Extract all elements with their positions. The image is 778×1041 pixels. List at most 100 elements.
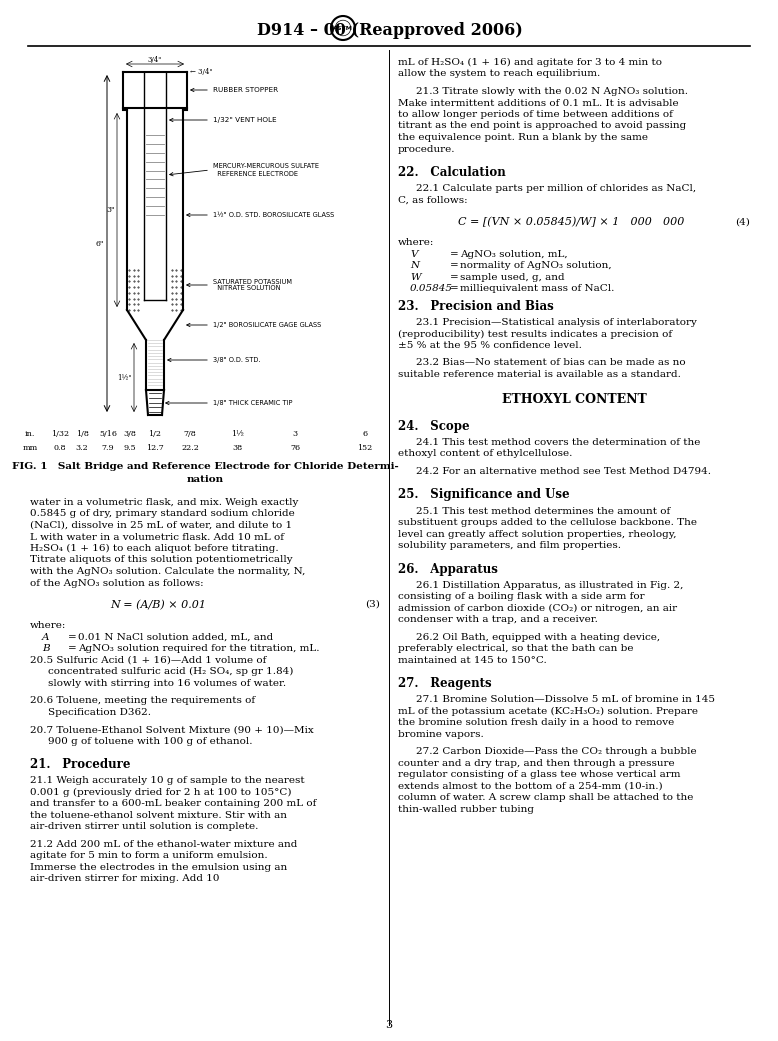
Text: 21.1 Weigh accurately 10 g of sample to the nearest: 21.1 Weigh accurately 10 g of sample to …	[30, 777, 305, 785]
Text: 5/16: 5/16	[99, 430, 117, 438]
Text: and transfer to a 600-mL beaker containing 200 mL of: and transfer to a 600-mL beaker containi…	[30, 799, 317, 809]
Text: 38: 38	[232, 445, 242, 452]
Text: C, as follows:: C, as follows:	[398, 196, 468, 205]
Text: concentrated sulfuric acid (H₂ SO₄, sp gr 1.84): concentrated sulfuric acid (H₂ SO₄, sp g…	[48, 667, 293, 677]
Text: 1/2: 1/2	[149, 430, 162, 438]
Text: MERCURY-MERCUROUS SULFATE
  REFERENCE ELECTRODE: MERCURY-MERCUROUS SULFATE REFERENCE ELEC…	[213, 163, 319, 177]
Text: 24.1 This test method covers the determination of the: 24.1 This test method covers the determi…	[416, 438, 700, 447]
Text: 22.1 Calculate parts per million of chlorides as NaCl,: 22.1 Calculate parts per million of chlo…	[416, 184, 696, 193]
Text: 21. Procedure: 21. Procedure	[30, 758, 131, 771]
Text: with the AgNO₃ solution. Calculate the normality, N,: with the AgNO₃ solution. Calculate the n…	[30, 567, 306, 576]
Text: where:: where:	[30, 621, 66, 630]
Text: 3/8: 3/8	[124, 430, 136, 438]
Text: 1½": 1½"	[117, 374, 132, 381]
Text: =: =	[68, 633, 77, 641]
Text: 21.3 Titrate slowly with the 0.02 N AgNO₃ solution.: 21.3 Titrate slowly with the 0.02 N AgNO…	[416, 87, 688, 96]
Text: the toluene-ethanol solvent mixture. Stir with an: the toluene-ethanol solvent mixture. Sti…	[30, 811, 287, 820]
Text: C = [(VN × 0.05845)/W] × 1 000 000: C = [(VN × 0.05845)/W] × 1 000 000	[458, 218, 685, 227]
Text: W: W	[410, 273, 421, 282]
Text: mL of H₂SO₄ (1 + 16) and agitate for 3 to 4 min to: mL of H₂SO₄ (1 + 16) and agitate for 3 t…	[398, 58, 662, 67]
Text: maintained at 145 to 150°C.: maintained at 145 to 150°C.	[398, 656, 547, 664]
Text: extends almost to the bottom of a 254-mm (10-in.): extends almost to the bottom of a 254-mm…	[398, 782, 663, 791]
Text: column of water. A screw clamp shall be attached to the: column of water. A screw clamp shall be …	[398, 793, 693, 803]
Text: RUBBER STOPPER: RUBBER STOPPER	[213, 87, 278, 93]
Text: milliequivalent mass of NaCl.: milliequivalent mass of NaCl.	[460, 284, 615, 294]
Text: where:: where:	[398, 238, 434, 248]
Text: Titrate aliquots of this solution potentiometrically: Titrate aliquots of this solution potent…	[30, 556, 293, 564]
Text: ±5 % at the 95 % confidence level.: ±5 % at the 95 % confidence level.	[398, 341, 582, 350]
Text: 23.2 Bias—No statement of bias can be made as no: 23.2 Bias—No statement of bias can be ma…	[416, 358, 685, 367]
Text: Specification D362.: Specification D362.	[48, 708, 151, 717]
Text: =: =	[450, 261, 459, 271]
Text: 27.2 Carbon Dioxide—Pass the CO₂ through a bubble: 27.2 Carbon Dioxide—Pass the CO₂ through…	[416, 747, 696, 756]
Text: air-driven stirrer for mixing. Add 10: air-driven stirrer for mixing. Add 10	[30, 874, 219, 884]
Text: 6: 6	[363, 430, 367, 438]
Text: AgNO₃ solution, mL,: AgNO₃ solution, mL,	[460, 250, 568, 259]
Text: substituent groups added to the cellulose backbone. The: substituent groups added to the cellulos…	[398, 518, 697, 527]
Text: solubility parameters, and film properties.: solubility parameters, and film properti…	[398, 541, 621, 550]
Text: 20.5 Sulfuric Acid (1 + 16)—Add 1 volume of: 20.5 Sulfuric Acid (1 + 16)—Add 1 volume…	[30, 656, 266, 665]
Text: air-driven stirrer until solution is complete.: air-driven stirrer until solution is com…	[30, 822, 258, 832]
Text: ASTM: ASTM	[333, 26, 353, 31]
Text: 1/32" VENT HOLE: 1/32" VENT HOLE	[213, 117, 277, 123]
Text: 1½: 1½	[230, 430, 244, 438]
Text: A: A	[42, 633, 50, 641]
Text: =: =	[450, 273, 459, 282]
Text: ← 3/4": ← 3/4"	[190, 68, 212, 76]
Text: Make intermittent additions of 0.1 mL. It is advisable: Make intermittent additions of 0.1 mL. I…	[398, 99, 678, 107]
Text: regulator consisting of a glass tee whose vertical arm: regulator consisting of a glass tee whos…	[398, 770, 681, 780]
Text: allow the system to reach equilibrium.: allow the system to reach equilibrium.	[398, 70, 601, 78]
Text: slowly with stirring into 16 volumes of water.: slowly with stirring into 16 volumes of …	[48, 679, 286, 688]
Text: 26.2 Oil Bath, equipped with a heating device,: 26.2 Oil Bath, equipped with a heating d…	[416, 633, 660, 641]
Text: of the AgNO₃ solution as follows:: of the AgNO₃ solution as follows:	[30, 579, 204, 587]
Text: mL of the potassium acetate (KC₂H₃O₂) solution. Prepare: mL of the potassium acetate (KC₂H₃O₂) so…	[398, 707, 698, 716]
Text: preferably electrical, so that the bath can be: preferably electrical, so that the bath …	[398, 644, 633, 653]
Text: 1/8: 1/8	[75, 430, 89, 438]
Text: mm: mm	[23, 445, 37, 452]
Text: D914 – 00 (Reapproved 2006): D914 – 00 (Reapproved 2006)	[257, 22, 523, 39]
Text: counter and a dry trap, and then through a pressure: counter and a dry trap, and then through…	[398, 759, 675, 768]
Text: 152: 152	[357, 445, 373, 452]
Text: 21.2 Add 200 mL of the ethanol-water mixture and: 21.2 Add 200 mL of the ethanol-water mix…	[30, 840, 297, 848]
Text: =: =	[450, 284, 459, 294]
Text: 0.8: 0.8	[54, 445, 66, 452]
Text: to allow longer periods of time between additions of: to allow longer periods of time between …	[398, 110, 673, 119]
Text: 1/2" BOROSILICATE GAGE GLASS: 1/2" BOROSILICATE GAGE GLASS	[213, 322, 321, 328]
Text: 25.1 This test method determines the amount of: 25.1 This test method determines the amo…	[416, 507, 671, 515]
Text: 22.2: 22.2	[181, 445, 199, 452]
Text: (3): (3)	[365, 600, 380, 609]
Text: 20.6 Toluene, meeting the requirements of: 20.6 Toluene, meeting the requirements o…	[30, 696, 255, 705]
Text: N = (A/B) × 0.01: N = (A/B) × 0.01	[110, 600, 206, 610]
Text: suitable reference material is available as a standard.: suitable reference material is available…	[398, 370, 681, 379]
Text: 3/4": 3/4"	[148, 56, 163, 64]
Text: agitate for 5 min to form a uniform emulsion.: agitate for 5 min to form a uniform emul…	[30, 852, 268, 860]
Text: 3: 3	[293, 430, 297, 438]
Text: 7.9: 7.9	[102, 445, 114, 452]
Text: 900 g of toluene with 100 g of ethanol.: 900 g of toluene with 100 g of ethanol.	[48, 737, 253, 745]
Text: procedure.: procedure.	[398, 145, 455, 153]
Text: 27. Reagents: 27. Reagents	[398, 677, 492, 690]
Text: B: B	[42, 644, 50, 654]
Text: nation: nation	[187, 475, 223, 484]
Text: sample used, g, and: sample used, g, and	[460, 273, 565, 282]
Text: the bromine solution fresh daily in a hood to remove: the bromine solution fresh daily in a ho…	[398, 718, 675, 728]
Text: condenser with a trap, and a receiver.: condenser with a trap, and a receiver.	[398, 615, 598, 625]
Text: 20.7 Toluene-Ethanol Solvent Mixture (90 + 10)—Mix: 20.7 Toluene-Ethanol Solvent Mixture (90…	[30, 726, 314, 734]
Text: 0.001 g (previously dried for 2 h at 100 to 105°C): 0.001 g (previously dried for 2 h at 100…	[30, 788, 292, 797]
Text: 22. Calculation: 22. Calculation	[398, 166, 506, 179]
Text: (NaCl), dissolve in 25 mL of water, and dilute to 1: (NaCl), dissolve in 25 mL of water, and …	[30, 520, 292, 530]
Text: water in a volumetric flask, and mix. Weigh exactly: water in a volumetric flask, and mix. We…	[30, 498, 299, 507]
Text: 25. Significance and Use: 25. Significance and Use	[398, 488, 569, 502]
Text: 1/8" THICK CERAMIC TIP: 1/8" THICK CERAMIC TIP	[213, 400, 293, 406]
Text: in.: in.	[25, 430, 35, 438]
Text: (reproducibility) test results indicates a precision of: (reproducibility) test results indicates…	[398, 329, 672, 338]
Text: AgNO₃ solution required for the titration, mL.: AgNO₃ solution required for the titratio…	[78, 644, 320, 654]
Text: level can greatly affect solution properties, rheology,: level can greatly affect solution proper…	[398, 530, 677, 538]
Text: 1/32: 1/32	[51, 430, 69, 438]
Text: V: V	[410, 250, 418, 259]
Text: 6": 6"	[96, 239, 104, 248]
Text: 0.05845: 0.05845	[410, 284, 453, 294]
Text: titrant as the end point is approached to avoid passing: titrant as the end point is approached t…	[398, 122, 686, 130]
Text: 0.01 N NaCl solution added, mL, and: 0.01 N NaCl solution added, mL, and	[78, 633, 273, 641]
Text: (4): (4)	[735, 218, 750, 226]
